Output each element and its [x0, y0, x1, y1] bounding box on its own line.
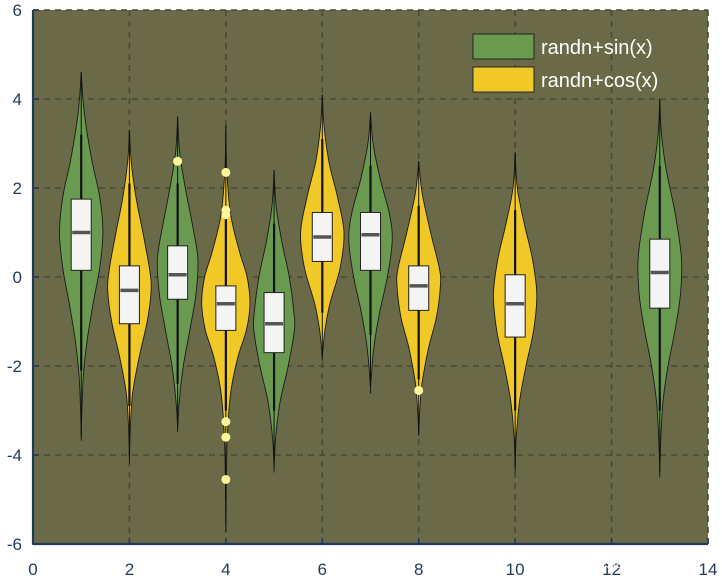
y-tick-label-2: -2 — [7, 357, 22, 376]
x-tick-label-6: 12 — [602, 560, 621, 579]
violin-5 — [252, 170, 296, 473]
x-tick-label-2: 4 — [221, 560, 230, 579]
violin-7 — [348, 112, 393, 394]
outlier-8-1 — [414, 385, 424, 395]
outlier-4-5 — [221, 432, 231, 442]
x-tick-label-4: 8 — [414, 560, 423, 579]
outlier-4-1 — [221, 167, 231, 177]
box-9 — [504, 274, 526, 338]
y-tick-label-3: 0 — [13, 268, 22, 287]
tick-labels: 0 2 4 6 8 10 12 14 -6 -4 -2 0 2 4 6 — [7, 1, 718, 579]
legend-label-2: randn+cos(x) — [541, 70, 658, 92]
outlier-4-6 — [221, 474, 231, 484]
outlier-4-3 — [221, 210, 231, 220]
y-tick-label-6: 6 — [13, 1, 22, 20]
legend-swatch-2 — [472, 66, 535, 93]
violin-1 — [59, 72, 104, 441]
x-tick-label-7: 14 — [699, 560, 718, 579]
outlier-4-4 — [221, 417, 231, 427]
legend: randn+sin(x) randn+cos(x) — [472, 33, 658, 93]
violin-6 — [300, 94, 345, 361]
violin-4 — [201, 125, 251, 533]
violins — [59, 72, 683, 533]
violin-8 — [396, 161, 442, 437]
watermark: CSDN @slandarer — [548, 555, 664, 571]
axes — [31, 9, 709, 546]
violin-10 — [637, 98, 683, 478]
y-tick-label-4: 2 — [13, 179, 22, 198]
box-1 — [70, 198, 92, 271]
legend-label-1: randn+sin(x) — [541, 37, 653, 59]
y-tick-label-1: -4 — [7, 446, 22, 465]
x-tick-label-0: 0 — [28, 560, 37, 579]
y-tick-label-5: 4 — [13, 90, 22, 109]
violin-3 — [156, 116, 199, 433]
outlier-3-1 — [173, 156, 183, 166]
box-3 — [167, 245, 189, 300]
violin-9 — [492, 152, 538, 473]
violin-2 — [107, 130, 152, 464]
y-tick-label-0: -6 — [7, 535, 22, 554]
box-7 — [360, 211, 381, 271]
x-tick-label-5: 10 — [506, 560, 525, 579]
box-8 — [408, 265, 430, 311]
legend-swatch-1 — [472, 33, 535, 60]
x-tick-label-3: 6 — [318, 560, 327, 579]
box-2 — [118, 265, 140, 325]
box-4 — [215, 285, 237, 331]
x-tick-label-1: 2 — [125, 560, 134, 579]
